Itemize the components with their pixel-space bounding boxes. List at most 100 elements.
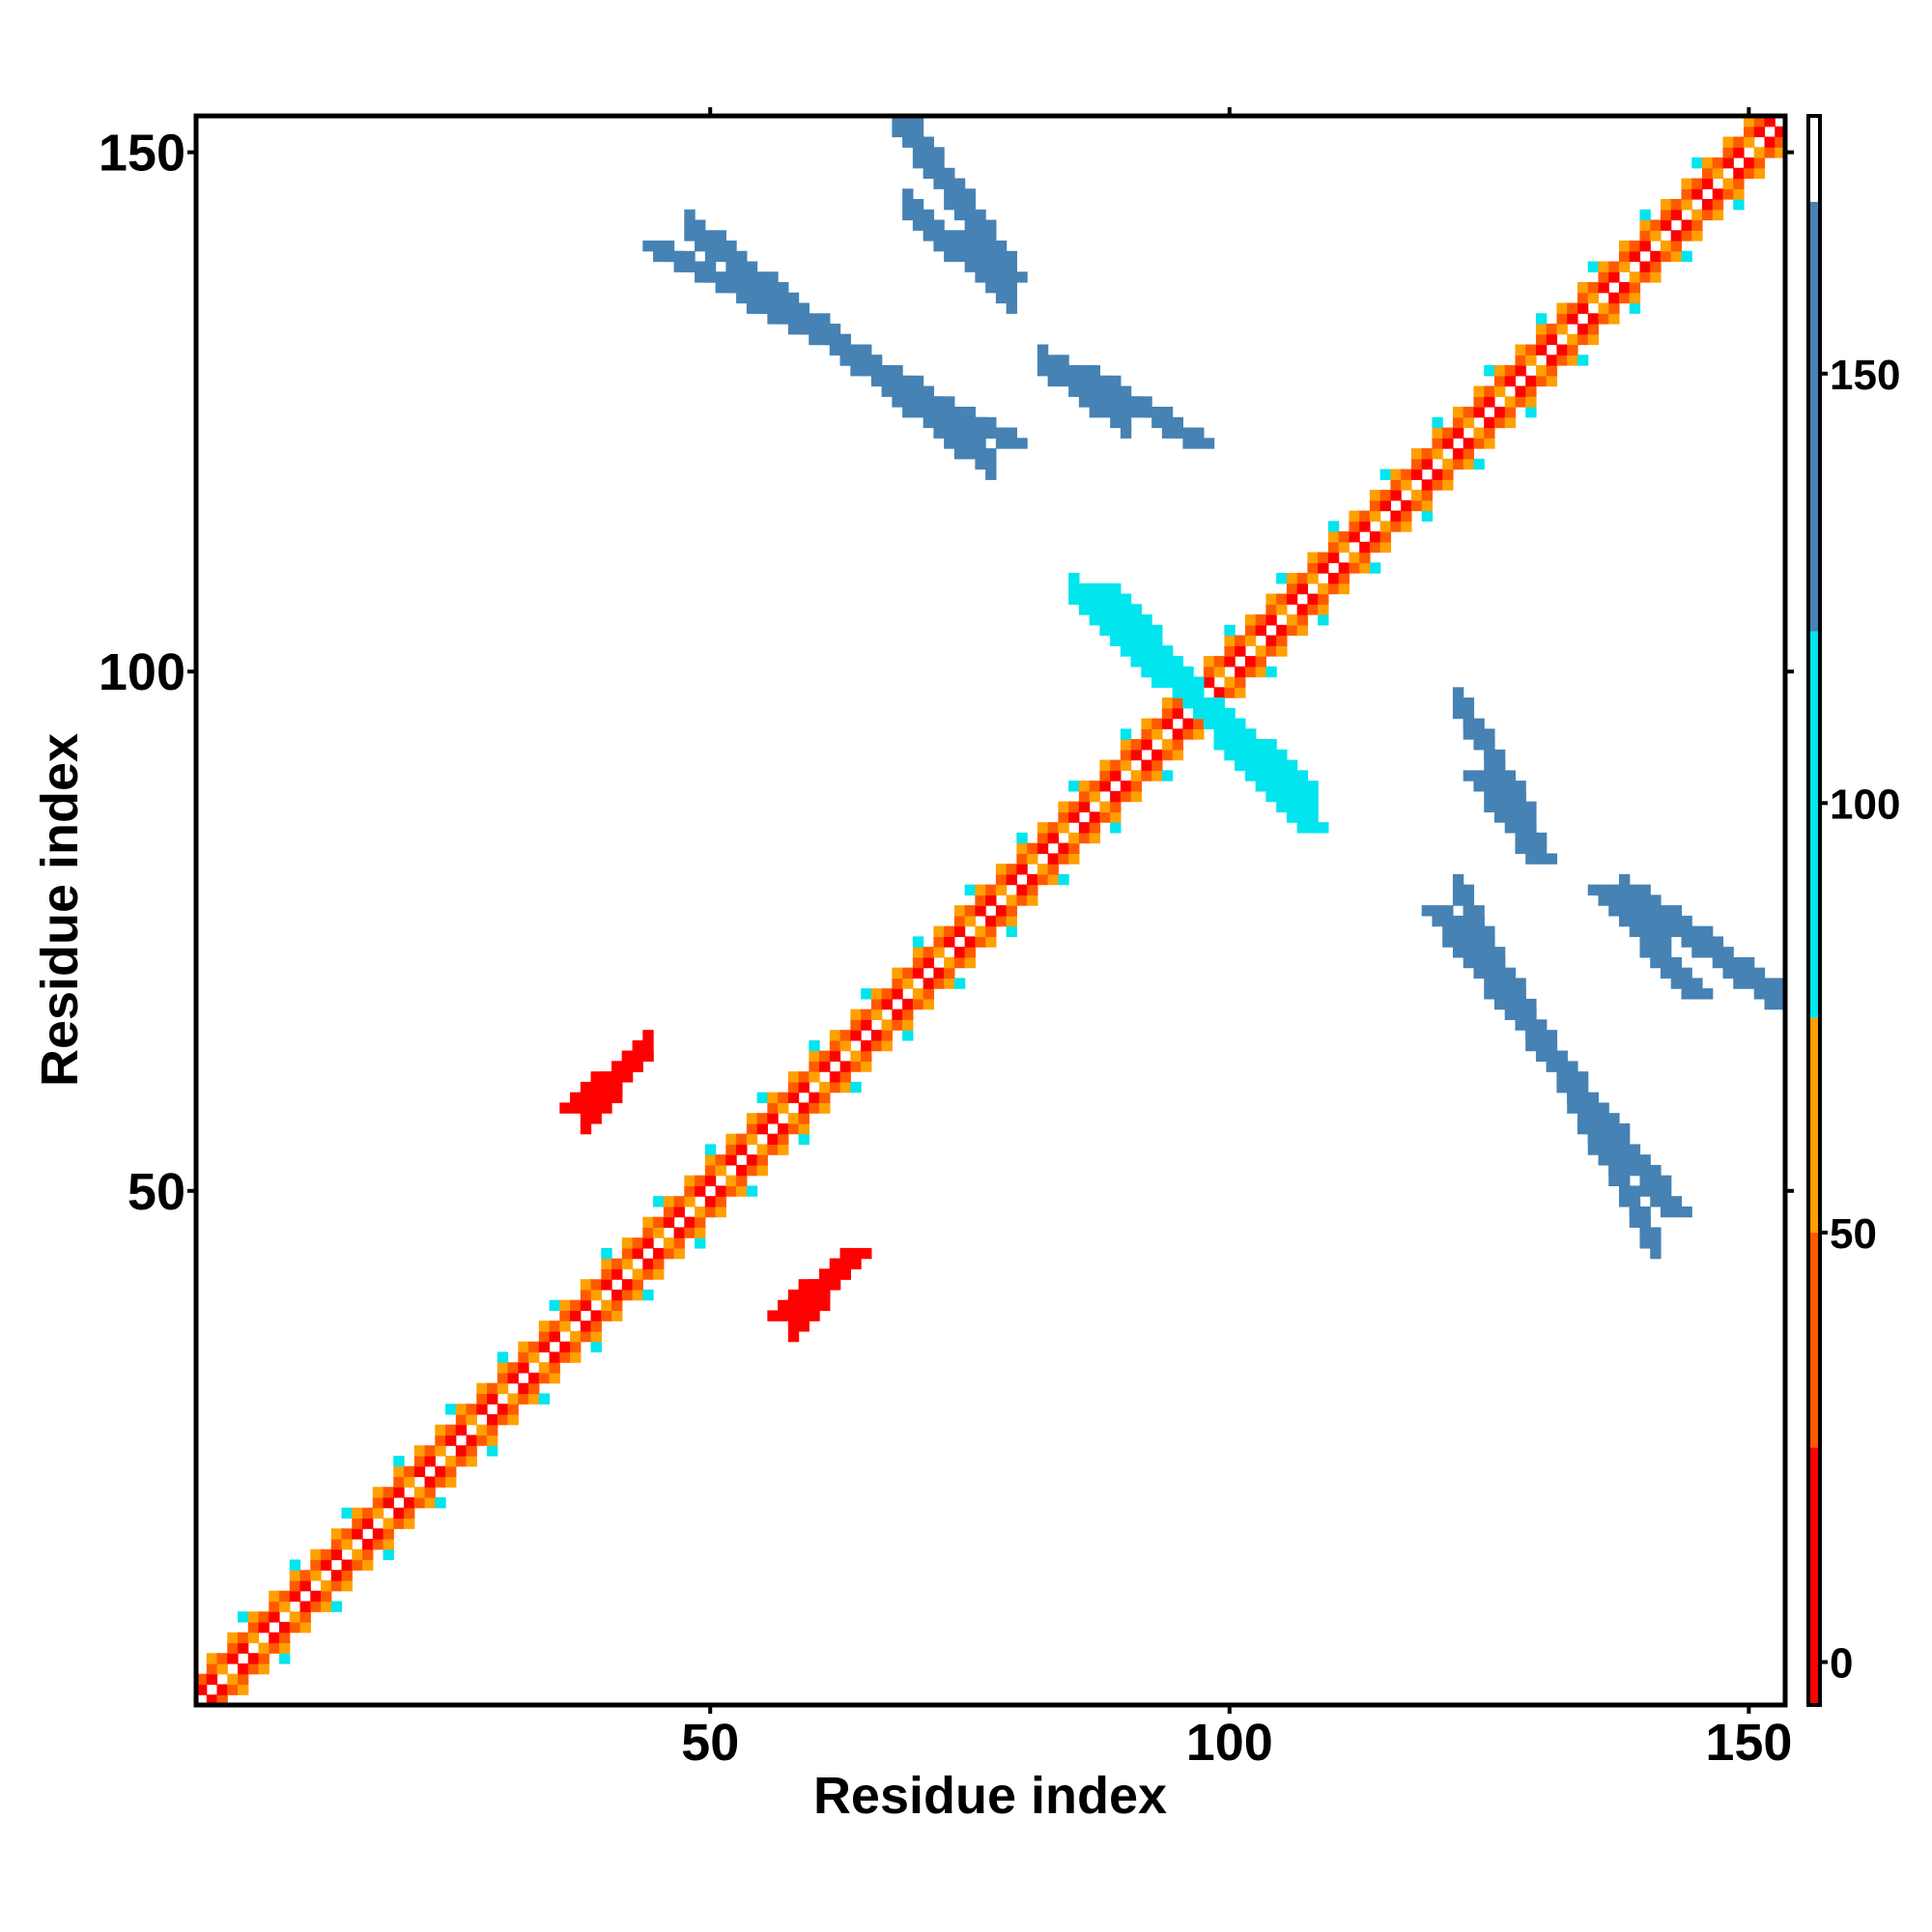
heatmap-cell xyxy=(1775,147,1786,158)
contact-cell xyxy=(1660,925,1672,937)
heatmap-cell xyxy=(975,895,986,906)
heatmap-cell xyxy=(393,1465,405,1478)
heatmap-cell xyxy=(1058,822,1069,834)
heatmap-cell xyxy=(580,1289,592,1301)
contact-cell xyxy=(1463,770,1475,781)
heatmap-cell xyxy=(1058,801,1069,812)
heatmap-cell xyxy=(227,1632,239,1644)
contact-cell xyxy=(995,427,1008,439)
contact-cell xyxy=(985,219,997,231)
heatmap-cell xyxy=(1473,427,1485,439)
contact-cell xyxy=(715,271,726,283)
y-tick-label: 100 xyxy=(99,643,185,701)
contact-cell xyxy=(1515,790,1526,803)
contact-cell xyxy=(1307,781,1319,792)
heatmap-cell xyxy=(341,1528,353,1540)
heatmap-cell xyxy=(746,1154,758,1166)
contact-cell xyxy=(715,250,726,263)
heatmap-cell xyxy=(1670,199,1683,211)
contact-cell xyxy=(1493,967,1506,979)
heatmap-cell xyxy=(455,1455,468,1467)
heatmap-cell xyxy=(1338,541,1350,554)
heatmap-cell xyxy=(1681,178,1692,189)
heatmap-cell xyxy=(923,956,934,969)
heatmap-cell xyxy=(1473,438,1485,449)
heatmap-cell xyxy=(1775,126,1786,138)
contact-cell xyxy=(902,385,914,397)
contact-cell xyxy=(839,1268,851,1280)
contact-cell xyxy=(953,199,966,211)
heatmap-cell xyxy=(538,1330,551,1343)
contact-cell xyxy=(964,438,976,449)
heatmap-cell xyxy=(1639,261,1651,272)
contact-cell xyxy=(953,438,966,449)
heatmap-cell xyxy=(424,1476,436,1488)
heatmap-cell xyxy=(1120,790,1132,803)
contact-cell xyxy=(611,1092,623,1104)
heatmap-cell xyxy=(1047,873,1059,886)
heatmap-cell xyxy=(258,1621,270,1634)
contact-cell xyxy=(1639,884,1651,895)
heatmap-cell xyxy=(1006,905,1017,917)
contact-cell xyxy=(1577,1071,1589,1083)
contact-cell xyxy=(1618,1133,1631,1146)
contact-cell xyxy=(975,448,986,460)
contact-cell xyxy=(912,126,924,138)
heatmap-cell xyxy=(269,1611,280,1623)
contact-cell xyxy=(1681,1206,1692,1218)
contact-cell xyxy=(1463,697,1475,709)
contact-cell xyxy=(1618,1164,1631,1177)
contact-cell xyxy=(819,333,831,346)
contact-cell xyxy=(975,458,986,470)
heatmap-cell xyxy=(1577,292,1589,304)
heatmap-cell xyxy=(985,925,997,937)
heatmap-cell xyxy=(1567,313,1578,325)
contact-cell xyxy=(933,241,945,252)
colorbar-tick-label: 50 xyxy=(1830,1210,1877,1258)
heatmap-cell xyxy=(1442,438,1454,449)
heatmap-cell xyxy=(1473,385,1485,397)
heatmap-cell xyxy=(923,998,934,1010)
contact-cell xyxy=(1110,604,1122,615)
heatmap-cell xyxy=(985,936,997,948)
contact-cell xyxy=(1650,905,1662,917)
heatmap-cell xyxy=(1712,209,1724,221)
heatmap-cell xyxy=(1515,396,1526,408)
heatmap-cell xyxy=(1379,499,1392,512)
contact-cell xyxy=(964,219,976,231)
contact-cell xyxy=(1286,759,1298,771)
heatmap-cell xyxy=(736,1175,748,1187)
contact-cell xyxy=(1141,407,1152,418)
heatmap-cell xyxy=(1141,770,1152,781)
contact-cell xyxy=(1701,936,1714,948)
heatmap-cell xyxy=(1401,499,1412,512)
contact-cell xyxy=(933,427,945,439)
heatmap-cell xyxy=(1629,282,1641,294)
contact-cell xyxy=(1484,770,1495,781)
heatmap-cell xyxy=(1401,521,1412,532)
heatmap-cell xyxy=(756,1122,768,1135)
contact-cell xyxy=(995,241,1008,252)
contact-cell xyxy=(1681,967,1692,979)
contact-cell xyxy=(767,282,779,294)
heatmap-cell xyxy=(299,1611,311,1623)
heatmap-cell xyxy=(1660,199,1672,211)
heatmap-cell xyxy=(663,1247,675,1260)
contact-cell xyxy=(1608,1133,1620,1146)
contact-cell xyxy=(1141,614,1152,626)
heatmap-cell xyxy=(1068,832,1080,844)
contact-cell xyxy=(933,219,945,231)
heatmap-cell xyxy=(1753,157,1766,169)
heatmap-cell xyxy=(1484,427,1495,439)
contact-cell xyxy=(1764,978,1776,989)
heatmap-cell xyxy=(923,978,934,989)
contact-cell xyxy=(975,219,986,231)
contact-cell xyxy=(975,427,986,439)
heatmap-cell xyxy=(767,1133,779,1146)
heatmap-cell xyxy=(839,1061,851,1072)
contact-cell xyxy=(787,1321,800,1332)
contact-cell xyxy=(1639,1227,1651,1238)
heatmap-cell xyxy=(372,1496,384,1509)
heatmap-cell xyxy=(1224,624,1236,637)
contact-cell xyxy=(1493,790,1506,803)
